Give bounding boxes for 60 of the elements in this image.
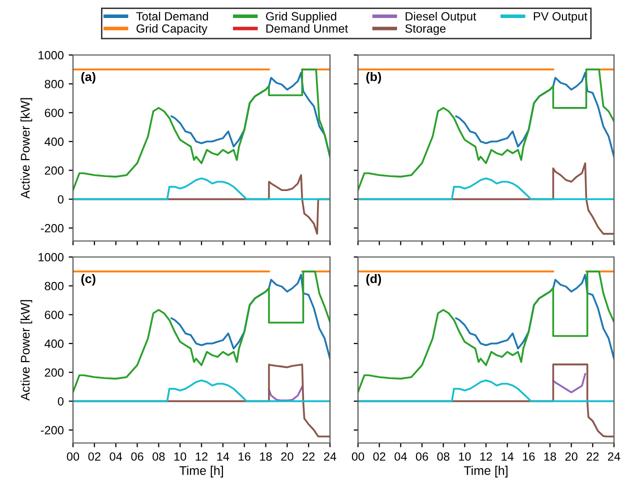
x-axis-title: Time [h] — [179, 466, 223, 478]
annotation: (a) — [81, 72, 96, 84]
x-tick-label: 14 — [502, 452, 514, 461]
line-series — [73, 270, 330, 394]
x-tick-label: 06 — [131, 452, 144, 461]
annotation: (b) — [366, 72, 382, 84]
x-tick-label: 04 — [394, 452, 407, 461]
line-series — [73, 380, 330, 402]
x-tick-label: 08 — [152, 452, 165, 461]
legend-label: PV Output — [534, 12, 588, 23]
y-tick-label: 0 — [58, 195, 64, 204]
x-tick-label: 12 — [480, 452, 492, 461]
x-tick-label: 00 — [352, 452, 364, 461]
y-axis-title: Active Power [kW] — [20, 300, 32, 401]
x-tick-label: 20 — [281, 452, 294, 461]
y-tick-label: 800 — [44, 282, 64, 290]
y-tick-label: 0 — [58, 397, 64, 406]
x-tick-label: 02 — [373, 452, 386, 461]
legend-label: Grid Supplied — [266, 12, 336, 23]
x-tick-label: 18 — [544, 452, 556, 461]
y-tick-label: 1000 — [38, 51, 64, 60]
x-tick-label: 02 — [88, 452, 100, 461]
x-tick-label: 18 — [260, 452, 272, 461]
y-tick-label: 600 — [44, 310, 64, 320]
x-tick-label: 04 — [110, 452, 122, 461]
legend-label: Storage — [405, 24, 446, 36]
x-tick-label: 10 — [459, 452, 471, 461]
y-tick-label: 400 — [44, 138, 64, 146]
y-tick-label: 600 — [44, 108, 64, 118]
x-tick-label: 12 — [196, 452, 208, 461]
line-series — [268, 386, 304, 402]
x-tick-label: 14 — [217, 452, 230, 461]
y-axis-title: Active Power [kW] — [20, 98, 32, 199]
legend-label: Grid Capacity — [136, 24, 208, 36]
line-series — [73, 178, 330, 200]
y-tick-label: 400 — [44, 340, 64, 348]
y-tick-label: -200 — [40, 426, 64, 434]
x-tick-label: 08 — [437, 452, 450, 461]
x-tick-label: 24 — [608, 452, 620, 461]
annotation: (d) — [366, 274, 382, 286]
annotation: (c) — [81, 274, 96, 286]
x-tick-label: 22 — [302, 452, 315, 461]
x-tick-label: 06 — [416, 452, 428, 461]
y-tick-label: 800 — [44, 80, 64, 88]
legend-label: Total Demand — [136, 12, 208, 21]
x-axis-title: Time [h] — [464, 466, 508, 478]
y-tick-label: 200 — [44, 166, 64, 175]
legend-label: Demand Unmet — [266, 24, 348, 33]
x-tick-label: 22 — [586, 452, 599, 461]
line-series — [73, 68, 330, 192]
y-tick-label: 200 — [44, 368, 64, 377]
x-tick-label: 20 — [565, 452, 578, 461]
x-tick-label: 00 — [66, 452, 80, 461]
x-tick-label: 16 — [238, 452, 250, 461]
y-tick-label: -200 — [40, 224, 64, 232]
y-tick-label: 1000 — [38, 253, 64, 262]
x-tick-label: 10 — [174, 452, 186, 461]
legend-label: Diesel Output — [406, 12, 476, 23]
x-tick-label: 16 — [523, 452, 535, 461]
x-tick-label: 24 — [324, 452, 336, 461]
